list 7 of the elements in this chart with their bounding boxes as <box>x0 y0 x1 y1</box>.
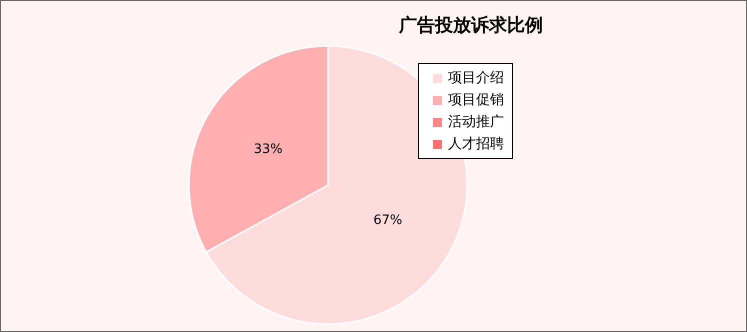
data-label: 33% <box>254 142 283 158</box>
data-label: 67% <box>373 212 402 228</box>
legend-label: 项目介绍 <box>448 69 504 88</box>
chart-title: 广告投放诉求比例 <box>398 14 544 37</box>
legend-label: 活动推广 <box>448 113 504 132</box>
legend-label: 人才招聘 <box>448 135 504 154</box>
legend-label: 项目促销 <box>448 91 504 110</box>
